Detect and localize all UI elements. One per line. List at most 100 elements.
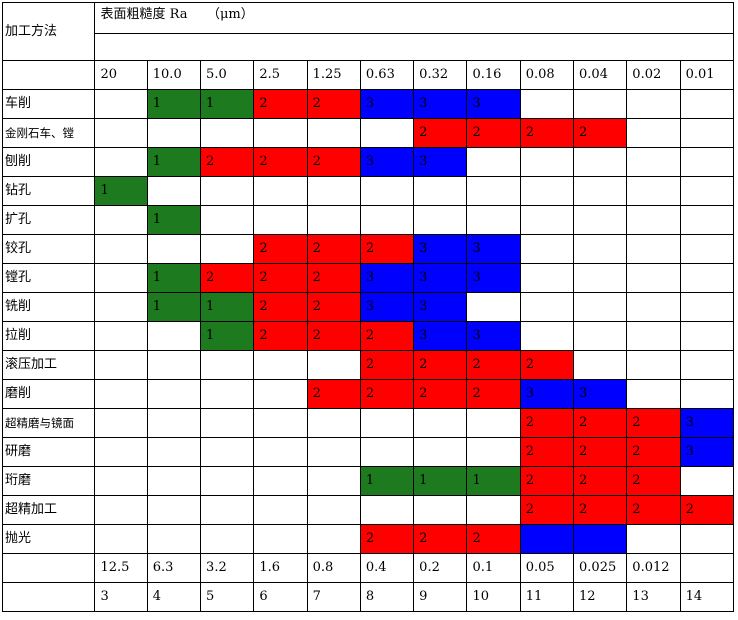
grade-cell — [679, 89, 735, 119]
grade-cell: 3 — [413, 292, 468, 322]
grade-cell — [679, 147, 735, 177]
grade-cell: 2 — [679, 495, 735, 525]
grade-cell — [679, 263, 735, 293]
grade-cell: 3 — [413, 234, 468, 264]
grade-cell: 3 — [413, 263, 468, 293]
method-name: 钻孔 — [1, 176, 96, 206]
grade-cell — [413, 205, 468, 235]
grade-cell — [679, 118, 735, 148]
grade-cell — [306, 437, 361, 467]
grade-cell: 2 — [253, 147, 308, 177]
grade-number-cell: 7 — [306, 582, 361, 612]
grade-cell — [146, 524, 202, 554]
grade-cell — [306, 408, 361, 438]
grade-cell: 2 — [306, 234, 361, 264]
grade-cell: 2 — [253, 292, 308, 322]
grade-cell: 1 — [146, 147, 202, 177]
grade-cell — [626, 379, 681, 409]
grade-cell — [626, 176, 681, 206]
grade-number-cell: 9 — [413, 582, 468, 612]
grade-cell — [359, 495, 415, 525]
grade-cell — [253, 524, 308, 554]
method-row: 超精加工 2 2 2 2 — [1, 495, 735, 525]
grade-cell: 2 — [200, 147, 255, 177]
header-blank-row — [3, 33, 734, 61]
grade-cell — [94, 408, 148, 438]
grade-cell: 1 — [466, 466, 521, 496]
method-row: 铰孔 2 2 2 3 3 — [1, 234, 735, 264]
grade-cell: 3 — [466, 321, 521, 351]
grade-cell — [466, 205, 521, 235]
grade-number-cell: 4 — [146, 582, 202, 612]
grade-cell — [466, 292, 521, 322]
grade-cell — [306, 205, 361, 235]
grade-cell: 2 — [626, 437, 681, 467]
grade-cell: 2 — [413, 379, 468, 409]
grade-cell — [519, 263, 575, 293]
grade-cell — [94, 263, 148, 293]
grade-cell — [573, 205, 628, 235]
grade-cell — [573, 350, 628, 380]
grade-cell: 2 — [306, 379, 361, 409]
grade-cell: 2 — [519, 466, 575, 496]
grade-cell: 3 — [466, 234, 521, 264]
ra-value-cell: 10.0 — [146, 60, 202, 90]
grade-cell — [200, 466, 255, 496]
grade-cell — [519, 292, 575, 322]
grade-cell — [200, 234, 255, 264]
ra-value-cell: 0.32 — [413, 60, 468, 90]
grade-cell: 2 — [200, 263, 255, 293]
grade-cell — [466, 437, 521, 467]
grade-cell: 3 — [679, 408, 735, 438]
grade-cell — [413, 176, 468, 206]
grade-cell — [519, 147, 575, 177]
grade-cell: 2 — [519, 495, 575, 525]
grade-cell — [253, 118, 308, 148]
grade-cell: 3 — [413, 321, 468, 351]
grade-cell — [573, 524, 628, 554]
grade-cell: 2 — [253, 321, 308, 351]
method-row: 超精磨与镜面 2 2 2 3 — [1, 408, 735, 438]
grade-cell: 3 — [413, 147, 468, 177]
grade-cell: 2 — [466, 118, 521, 148]
grade-cell — [94, 292, 148, 322]
grade-cell — [519, 234, 575, 264]
ra-value-cell: 0.01 — [679, 60, 735, 90]
method-row: 镗孔 1 2 2 2 3 3 3 — [1, 263, 735, 293]
grade-cell: 1 — [146, 205, 202, 235]
grade-number-cell: 13 — [626, 582, 681, 612]
grade-cell — [626, 118, 681, 148]
grade-cell: 3 — [466, 263, 521, 293]
grade-cell — [253, 379, 308, 409]
roughness-table: 加工方法 表面粗糙度 Ra （μm） 20 10.0 5.0 2.5 1.25 0.63 0… — [1, 2, 735, 612]
method-name: 车削 — [1, 89, 96, 119]
grade-cell — [626, 205, 681, 235]
grade-cell — [519, 89, 575, 119]
grade-cell: 1 — [146, 292, 202, 322]
grade-cell: 3 — [466, 89, 521, 119]
grade-cell — [679, 292, 735, 322]
grade-cell — [679, 234, 735, 264]
grade-cell: 1 — [359, 466, 415, 496]
grade-cell — [573, 292, 628, 322]
grade-cell — [94, 350, 148, 380]
grade-cell — [253, 350, 308, 380]
grade-number-cell: 5 — [200, 582, 255, 612]
grade-cell — [679, 321, 735, 351]
grade-cell — [573, 263, 628, 293]
grade-cell: 2 — [626, 495, 681, 525]
grade-cell — [146, 495, 202, 525]
grade-cell — [626, 263, 681, 293]
ra-secondary-cell: 1.6 — [253, 553, 308, 583]
grade-cell — [466, 147, 521, 177]
grade-cell: 3 — [573, 379, 628, 409]
grade-cell — [200, 408, 255, 438]
method-row: 滚压加工 2 2 2 2 — [1, 350, 735, 380]
grade-cell: 2 — [573, 437, 628, 467]
method-row: 铣削 1 1 2 2 3 3 — [1, 292, 735, 322]
grade-cell — [94, 466, 148, 496]
grade-cell — [679, 176, 735, 206]
method-row: 珩磨 1 1 1 2 2 2 — [1, 466, 735, 496]
grade-cell: 3 — [519, 379, 575, 409]
method-name: 扩孔 — [1, 205, 96, 235]
